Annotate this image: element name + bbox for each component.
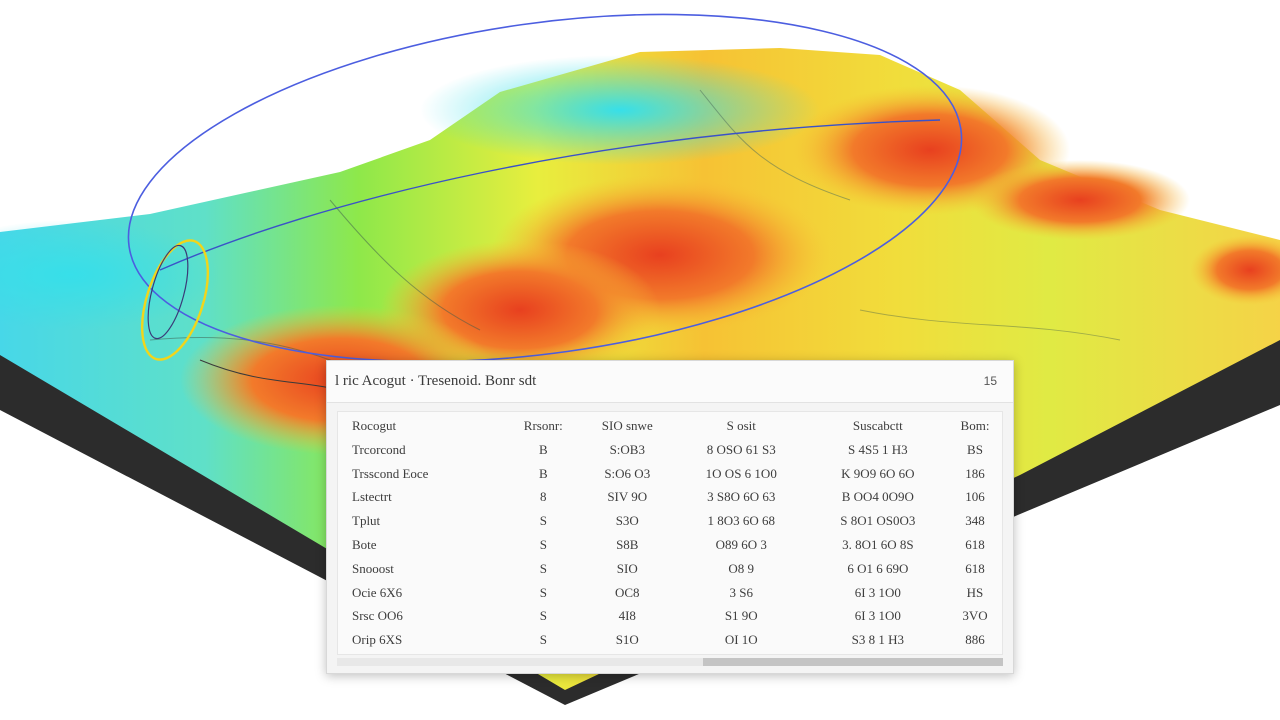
table-cell: S 8O1 OS0O3 [840, 513, 916, 529]
table-cell: 1O OS 6 1O0 [705, 465, 777, 481]
table-cell: 4I8 [618, 608, 636, 624]
row-name-cell: Trcorcond [352, 441, 406, 457]
table-cell: 3. 8O1 6O 8S [842, 537, 914, 553]
column-header[interactable]: Bom: [960, 418, 990, 433]
results-dialog: l ric Acogut · Tresenoid. Bonr sdt 15 Ro… [326, 360, 1014, 674]
table-cell: S3O [615, 513, 639, 529]
flight-path-overlay [127, 13, 963, 391]
results-table: Rocogut Rrsonr: SIO snwe S osit Suscabct… [338, 414, 1002, 652]
table-cell: BS [967, 441, 983, 457]
table-row[interactable]: Lstectrt 8 SIV 9O 3 S8O 6O 63 B OO4 0O9O… [338, 486, 1002, 510]
table-cell: 886 [965, 632, 985, 648]
table-row[interactable]: Snooost S SIO O8 9 6 O1 6 69O 618 [338, 557, 1002, 581]
dialog-title: l ric Acogut · Tresenoid. Bonr sdt [335, 373, 537, 389]
table-cell: OC8 [614, 584, 640, 600]
table-cell: B [538, 465, 548, 481]
table-cell: 6I 3 1O0 [854, 584, 901, 600]
table-cell: SIO [616, 560, 638, 576]
table-cell: S [539, 632, 547, 648]
row-name-cell: Ocie 6X6 [352, 584, 403, 600]
table-cell: S 4S5 1 H3 [848, 441, 908, 457]
column-header[interactable]: SIO snwe [601, 418, 653, 433]
table-cell: SIV 9O [607, 489, 648, 505]
table-row[interactable]: Trcorcond B S:OB3 8 OSO 61 S3 S 4S5 1 H3… [338, 438, 1002, 462]
row-name-cell: Srsc OO6 [352, 608, 403, 624]
column-header[interactable]: Rocogut [352, 418, 397, 433]
table-cell: S1 9O [724, 608, 758, 624]
row-name-cell: Lstectrt [352, 489, 392, 505]
table-cell: 8 OSO 61 S3 [706, 441, 776, 457]
horizontal-scrollbar[interactable] [337, 658, 1003, 666]
table-cell: OI 1O [724, 632, 758, 648]
table-cell: 618 [965, 560, 985, 576]
table-cell: 106 [965, 489, 985, 505]
table-cell: 8 [540, 489, 547, 505]
scrollbar-thumb[interactable] [703, 658, 1003, 666]
table-row[interactable]: Orip 6XS S S1O OI 1O S3 8 1 H3 886 [338, 628, 1002, 652]
table-cell: S1O [615, 632, 639, 648]
table-cell: S:OB3 [609, 441, 645, 457]
table-cell: HS [966, 584, 984, 600]
table-cell: 348 [965, 513, 985, 529]
table-cell: S [539, 560, 547, 576]
table-row[interactable]: Srsc OO6 S 4I8 S1 9O 6I 3 1O0 3VO [338, 605, 1002, 629]
table-cell: S3 8 1 H3 [851, 632, 905, 648]
table-row[interactable]: Trsscond Eoce B S:O6 O3 1O OS 6 1O0 K 9O… [338, 462, 1002, 486]
table-row[interactable]: Tplut S S3O 1 8O3 6O 68 S 8O1 OS0O3 348 [338, 509, 1002, 533]
table-cell: B [538, 441, 548, 457]
table-cell: S [539, 608, 547, 624]
table-cell: 186 [965, 465, 985, 481]
column-header[interactable]: S osit [726, 418, 756, 433]
table-cell: 618 [965, 537, 985, 553]
dialog-header: l ric Acogut · Tresenoid. Bonr sdt 15 [327, 361, 1013, 403]
table-cell: 1 8O3 6O 68 [707, 513, 776, 529]
table-cell: S:O6 O3 [604, 465, 651, 481]
table-cell: 6I 3 1O0 [854, 608, 901, 624]
row-name-cell: Orip 6XS [352, 632, 403, 648]
close-button[interactable]: 15 [983, 374, 997, 388]
results-table-container: Rocogut Rrsonr: SIO snwe S osit Suscabct… [337, 411, 1003, 655]
table-row[interactable]: Ocie 6X6 S OC8 3 S6 6I 3 1O0 HS [338, 581, 1002, 605]
table-header-row: Rocogut Rrsonr: SIO snwe S osit Suscabct… [338, 414, 1002, 438]
table-cell: S8B [616, 537, 639, 553]
table-cell: 3 S8O 6O 63 [707, 489, 776, 505]
table-cell: B OO4 0O9O [841, 489, 914, 505]
row-name-cell: Tplut [352, 513, 381, 529]
table-cell: 3VO [962, 608, 988, 624]
row-name-cell: Trsscond Eoce [352, 465, 429, 481]
column-header[interactable]: Suscabctt [852, 418, 903, 433]
table-cell: S [539, 584, 547, 600]
table-cell: O89 6O 3 [715, 537, 767, 553]
table-cell: O8 9 [728, 560, 755, 576]
row-name-cell: Bote [352, 537, 377, 553]
table-cell: K 9O9 6O 6O [841, 465, 915, 481]
table-cell: S [539, 513, 547, 529]
column-header[interactable]: Rrsonr: [523, 418, 563, 433]
table-cell: S [539, 537, 547, 553]
row-name-cell: Snooost [352, 560, 394, 576]
table-cell: 3 S6 [729, 584, 753, 600]
table-cell: 6 O1 6 69O [847, 560, 909, 576]
table-row[interactable]: Bote S S8B O89 6O 3 3. 8O1 6O 8S 618 [338, 533, 1002, 557]
